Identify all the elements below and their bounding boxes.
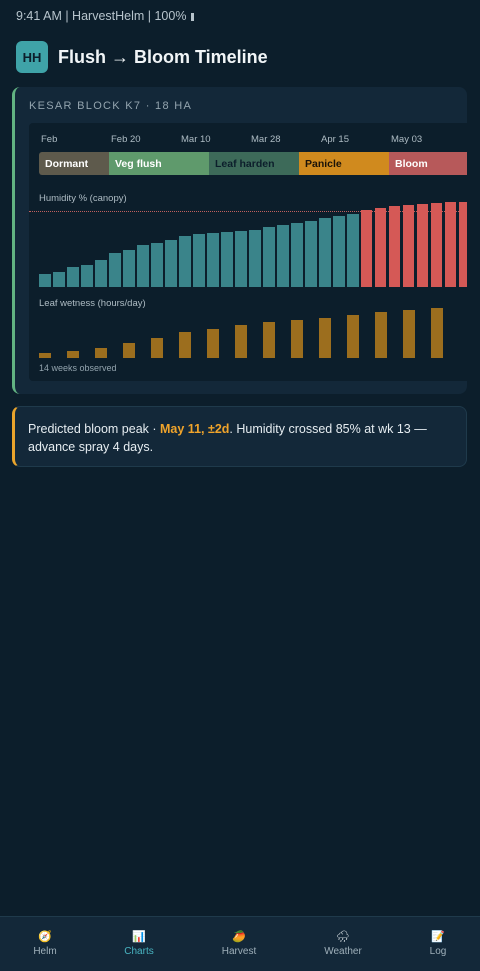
tab-weather[interactable]: 🌧 Weather (303, 917, 383, 971)
leaf-wetness-bar (123, 343, 135, 358)
timeline-tick-label: Feb 20 (111, 134, 141, 145)
weather-icon: 🌧 (336, 931, 350, 943)
chart-card: KESAR BLOCK K7 · 18 HA Humidity % (canop… (12, 87, 467, 394)
humidity-bar (263, 227, 275, 287)
phase-band: Panicle (299, 152, 389, 175)
observed-note: 14 weeks observed (39, 363, 117, 373)
status-text: 9:41 AM | HarvestHelm | 100% (16, 9, 187, 23)
humidity-bar (179, 236, 191, 287)
humidity-bar (431, 203, 442, 287)
leaf-wetness-bar (39, 352, 51, 358)
tab-label: Charts (124, 946, 154, 957)
humidity-bar (123, 249, 135, 287)
tab-harvest[interactable]: 🥭 Harvest (199, 917, 279, 971)
humidity-bar (291, 222, 303, 287)
leaf-wetness-bar (263, 322, 275, 358)
humidity-bar (137, 245, 149, 287)
leaf-wetness-bar (235, 325, 247, 358)
humidity-bar (361, 210, 372, 287)
humidity-bar (347, 214, 359, 287)
humidity-bar (389, 206, 400, 287)
leaf-wetness-bar (291, 320, 303, 358)
leaf-wetness-bar (403, 309, 415, 358)
humidity-threshold-line (29, 211, 467, 213)
leaf-wetness-bar (319, 317, 331, 358)
timeline-tick-label: Apr 15 (321, 134, 349, 145)
timeline-tick-label: Mar 10 (181, 134, 211, 145)
humidity-bar (277, 224, 289, 287)
timeline-tick-label: May 03 (391, 134, 423, 145)
battery-icon (191, 13, 195, 21)
humidity-bar (109, 253, 121, 287)
leaf-wetness-bar (151, 337, 163, 358)
bottom-tab-bar: 🧭 Helm 📊 Charts 🥭 Harvest 🌧 Weather 📝 Log (0, 916, 480, 971)
tab-label: Log (429, 946, 447, 957)
humidity-bar (403, 205, 414, 287)
humidity-bar (417, 204, 428, 287)
humidity-bar (375, 207, 386, 287)
humidity-bar (319, 218, 331, 287)
chart-panel: Humidity % (canopy) Leaf wetness (hours/… (29, 123, 467, 381)
compass-icon: 🧭 (38, 931, 52, 943)
callout-prefix: Predicted bloom peak · (28, 422, 161, 436)
humidity-bar (235, 230, 247, 287)
humidity-bar (249, 230, 261, 287)
humidity-bar (151, 242, 163, 287)
humidity-bar (193, 234, 205, 287)
humidity-label: Humidity % (canopy) (39, 193, 127, 204)
phase-band: Bloom (389, 152, 467, 175)
humidity-bar (221, 231, 233, 287)
humidity-bar (165, 239, 177, 287)
leaf-wetness-bar (347, 315, 359, 358)
leaf-wetness-bar (67, 350, 79, 358)
phase-band: Leaf harden (209, 152, 299, 175)
bloom-date: May 11, ±2d (160, 422, 230, 436)
bloom-prediction-callout: Predicted bloom peak · May 11, ±2d. Humi… (12, 406, 467, 467)
tab-log[interactable]: 📝 Log (398, 917, 478, 971)
app-header: HH Flush → Bloom Timeline (16, 41, 268, 73)
tab-label: Harvest (221, 946, 257, 957)
block-label: KESAR BLOCK K7 · 18 HA (29, 100, 193, 112)
callout-text: Predicted bloom peak · May 11, ±2d. Humi… (28, 420, 448, 456)
memo-icon: 📝 (431, 931, 445, 943)
leaf-wetness-bar (207, 328, 219, 358)
humidity-bar (81, 264, 93, 287)
leaf-wetness-bar (179, 332, 191, 358)
humidity-bar (305, 221, 317, 287)
phase-band: Dormant (39, 152, 109, 175)
humidity-bar (67, 267, 79, 287)
chart-icon: 📊 (132, 931, 146, 943)
status-bar: 9:41 AM | HarvestHelm | 100% (16, 9, 195, 23)
leaf-wetness-bar (95, 348, 107, 358)
callout-suffix: . Humidity crossed 85% at wk 13 — advanc… (28, 422, 427, 454)
leaf-wetness-bar (431, 308, 443, 358)
humidity-bar (207, 232, 219, 287)
tab-charts[interactable]: 📊 Charts (99, 917, 179, 971)
tab-label: Helm (33, 946, 57, 957)
humidity-bar (53, 271, 65, 287)
wetness-label: Leaf wetness (hours/day) (39, 298, 146, 309)
phase-band: Veg flush (109, 152, 209, 175)
humidity-bar (445, 202, 456, 287)
timeline-tick-label: Mar 28 (251, 134, 281, 145)
humidity-bar (39, 273, 51, 287)
humidity-bar (333, 215, 345, 287)
page-title: Flush → Bloom Timeline (58, 46, 268, 67)
app-logo: HH (16, 41, 48, 73)
mango-icon: 🥭 (232, 931, 246, 943)
humidity-bar (459, 201, 467, 287)
humidity-bar (95, 260, 107, 287)
tab-label: Weather (324, 946, 362, 957)
timeline-tick-label: Feb (41, 134, 58, 145)
tab-helm[interactable]: 🧭 Helm (5, 917, 85, 971)
leaf-wetness-bar (375, 312, 387, 358)
